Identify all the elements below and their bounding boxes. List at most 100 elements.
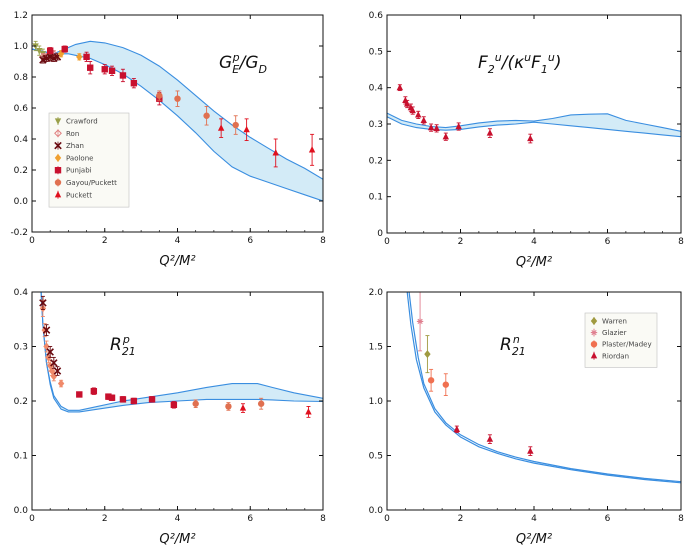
y-tick-label: 0.3 — [14, 343, 28, 353]
x-tick-label: 6 — [247, 514, 253, 524]
y-tick-label: 0.2 — [14, 397, 28, 407]
y-tick-label: 0.1 — [14, 452, 28, 462]
data-point — [39, 299, 47, 307]
title-letter: G — [219, 53, 232, 73]
data-point — [203, 112, 210, 119]
chart-title: R21n — [500, 333, 526, 358]
data-point — [130, 397, 138, 405]
y-tick-label: 2.0 — [369, 288, 384, 298]
y-tick-label: 1.0 — [14, 42, 29, 52]
data-point — [305, 408, 312, 415]
data-point — [416, 318, 424, 325]
x-axis-label: Q²/M² — [159, 254, 195, 269]
y-tick-label: 0.5 — [369, 452, 383, 462]
y-tick-label: 0.4 — [369, 84, 384, 94]
data-point — [50, 359, 58, 367]
title-letter: R — [500, 335, 512, 355]
theory-band — [387, 113, 681, 137]
legend-label: Paolone — [66, 154, 93, 162]
data-point — [243, 125, 250, 133]
y-tick-label: 0.4 — [14, 135, 29, 145]
data-point — [427, 123, 435, 131]
x-tick-label: 2 — [458, 514, 464, 524]
y-tick-label: 1.2 — [14, 11, 28, 21]
plot-area — [39, 292, 323, 418]
legend-label: Zhan — [66, 142, 84, 150]
data-point — [453, 425, 461, 432]
title-sup: p — [232, 51, 240, 64]
data-point — [46, 348, 54, 356]
data-point — [170, 401, 178, 409]
x-tick-label: 6 — [247, 236, 253, 246]
legend-box — [48, 112, 130, 208]
title-sub: E — [232, 63, 239, 76]
data-point — [76, 391, 83, 398]
data-point — [217, 124, 225, 131]
x-tick-label: 8 — [678, 237, 684, 247]
data-point — [43, 342, 50, 351]
data-point — [239, 404, 247, 411]
data-point — [486, 435, 494, 442]
legend-label: Punjabi — [66, 167, 92, 175]
legend-label: Puckett — [66, 191, 92, 199]
title-sub: D — [259, 63, 267, 76]
data-point — [455, 122, 462, 130]
y-tick-label: 0.8 — [14, 73, 29, 83]
data-point — [192, 400, 199, 407]
x-tick-label: 8 — [320, 514, 326, 524]
title-sub: 21 — [122, 345, 136, 358]
data-point — [272, 149, 279, 156]
data-point — [148, 396, 156, 403]
plot-area — [387, 83, 681, 144]
title-mid: /(κ — [500, 53, 524, 73]
data-point — [53, 367, 62, 375]
data-point — [46, 47, 54, 54]
y-tick-label: 0.2 — [14, 166, 28, 176]
data-point — [232, 121, 239, 129]
data-point — [415, 111, 422, 118]
data-point — [50, 372, 58, 381]
y-tick-label: 0.3 — [369, 120, 383, 130]
x-tick-label: 2 — [102, 514, 108, 524]
data-point — [119, 396, 127, 403]
title-sup: u — [524, 51, 531, 64]
theory-band-lower — [32, 48, 323, 202]
title-close: ) — [553, 53, 562, 73]
chart-title: R21p — [110, 333, 136, 358]
data-point — [442, 381, 449, 388]
title-sub: 21 — [512, 345, 526, 358]
y-tick-label: 0.6 — [369, 11, 384, 21]
data-point — [105, 393, 112, 400]
data-point — [433, 124, 440, 131]
y-tick-label: 0.0 — [14, 197, 29, 207]
data-point — [174, 95, 181, 102]
data-point — [130, 80, 138, 87]
title-tail: /G — [238, 53, 259, 73]
x-tick-label: 4 — [531, 514, 537, 524]
x-tick-label: 0 — [384, 514, 390, 524]
data-point — [527, 134, 534, 142]
theory-band-upper — [387, 112, 681, 132]
legend-label: Plaster/Madey — [602, 341, 652, 349]
x-tick-label: 4 — [175, 236, 181, 246]
x-tick-label: 4 — [175, 514, 181, 524]
title-sub: 2 — [488, 63, 495, 76]
data-point — [90, 387, 98, 395]
y-tick-label: -0.2 — [10, 228, 28, 238]
y-tick-label: 0.5 — [369, 47, 383, 57]
theory-band — [32, 41, 323, 201]
data-point — [420, 116, 427, 123]
data-point — [108, 67, 116, 74]
x-tick-label: 2 — [102, 236, 108, 246]
title-letter: F — [531, 53, 541, 73]
data-point — [87, 64, 94, 71]
legend-label: Crawford — [66, 118, 98, 126]
data-point — [119, 72, 127, 79]
x-tick-label: 0 — [29, 236, 35, 246]
x-tick-label: 4 — [531, 237, 537, 247]
title-sup: p — [122, 333, 130, 346]
legend-label: Gayou/Puckett — [66, 179, 117, 187]
x-tick-label: 6 — [605, 237, 611, 247]
data-point — [83, 53, 90, 61]
